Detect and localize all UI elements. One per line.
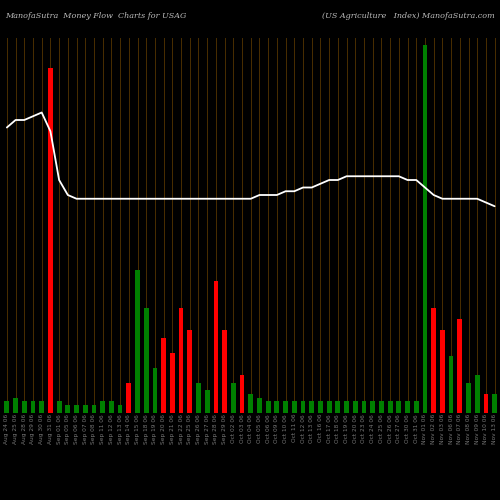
- Bar: [292, 401, 296, 412]
- Bar: [13, 398, 18, 412]
- Bar: [379, 401, 384, 412]
- Bar: [266, 401, 270, 412]
- Bar: [300, 401, 306, 412]
- Bar: [135, 270, 140, 412]
- Bar: [414, 401, 418, 412]
- Bar: [74, 405, 79, 412]
- Bar: [422, 45, 428, 412]
- Bar: [118, 405, 122, 412]
- Bar: [178, 308, 184, 412]
- Bar: [22, 401, 26, 412]
- Bar: [109, 401, 114, 412]
- Bar: [484, 394, 488, 412]
- Bar: [222, 330, 227, 412]
- Bar: [56, 401, 62, 412]
- Bar: [362, 401, 366, 412]
- Bar: [283, 401, 288, 412]
- Bar: [440, 330, 445, 412]
- Bar: [4, 401, 10, 412]
- Bar: [248, 394, 253, 412]
- Bar: [161, 338, 166, 412]
- Text: ManofaSutra  Money Flow  Charts for USAG: ManofaSutra Money Flow Charts for USAG: [5, 12, 186, 20]
- Bar: [92, 405, 96, 412]
- Bar: [188, 330, 192, 412]
- Bar: [396, 401, 401, 412]
- Bar: [48, 68, 53, 412]
- Bar: [66, 405, 70, 412]
- Bar: [432, 308, 436, 412]
- Bar: [310, 401, 314, 412]
- Bar: [170, 352, 175, 412]
- Bar: [353, 401, 358, 412]
- Bar: [475, 375, 480, 412]
- Bar: [100, 401, 105, 412]
- Bar: [152, 368, 158, 412]
- Bar: [458, 319, 462, 412]
- Bar: [196, 382, 201, 412]
- Bar: [388, 401, 392, 412]
- Bar: [405, 401, 410, 412]
- Bar: [231, 382, 235, 412]
- Bar: [466, 382, 471, 412]
- Bar: [257, 398, 262, 412]
- Bar: [214, 281, 218, 412]
- Bar: [492, 394, 497, 412]
- Bar: [205, 390, 210, 412]
- Bar: [83, 405, 87, 412]
- Bar: [448, 356, 454, 412]
- Bar: [370, 401, 375, 412]
- Bar: [30, 401, 36, 412]
- Bar: [40, 401, 44, 412]
- Bar: [344, 401, 349, 412]
- Bar: [274, 401, 280, 412]
- Text: (US Agriculture   Index) ManofaSutra.com: (US Agriculture Index) ManofaSutra.com: [322, 12, 495, 20]
- Bar: [126, 382, 131, 412]
- Bar: [336, 401, 340, 412]
- Bar: [240, 375, 244, 412]
- Bar: [318, 401, 323, 412]
- Bar: [144, 308, 148, 412]
- Bar: [326, 401, 332, 412]
